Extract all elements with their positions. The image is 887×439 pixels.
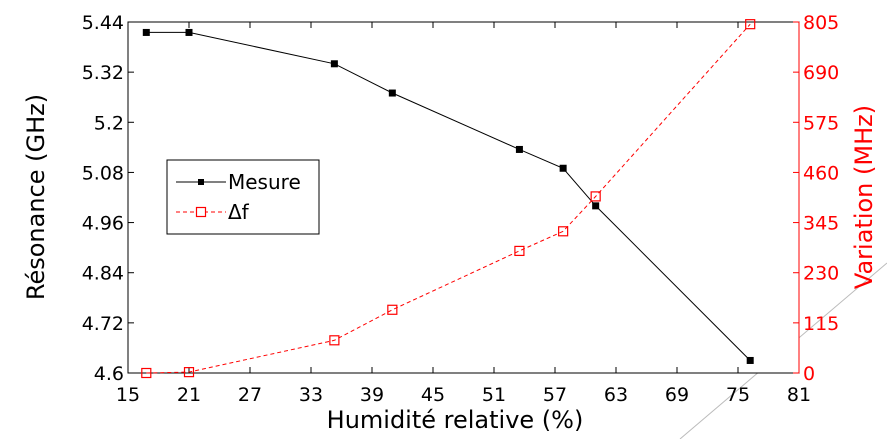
data-point xyxy=(745,19,756,30)
legend-delta-label: Δf xyxy=(228,200,250,224)
legend-delta-marker xyxy=(195,206,207,218)
y-right-tick-label: 345 xyxy=(803,213,839,235)
data-point xyxy=(329,335,340,346)
data-point xyxy=(330,60,338,68)
x-tick-label: 45 xyxy=(421,384,445,406)
y-left-tick-label: 4.84 xyxy=(82,263,124,285)
data-point xyxy=(515,145,523,153)
y-right-tick-label: 805 xyxy=(803,12,839,34)
y-right-tick-label: 460 xyxy=(803,162,839,184)
y-left-tick-label: 5.44 xyxy=(82,12,124,34)
x-tick-label: 15 xyxy=(116,384,140,406)
legend-mesure-label: Mesure xyxy=(228,170,301,194)
x-tick-label: 75 xyxy=(726,384,750,406)
legend-box xyxy=(166,159,320,235)
data-point xyxy=(141,367,152,379)
data-point xyxy=(388,89,396,97)
y-left-tick-label: 5.08 xyxy=(82,162,124,184)
x-tick-label: 33 xyxy=(299,384,323,406)
y-right-tick-label: 575 xyxy=(803,112,839,134)
x-tick-label: 63 xyxy=(604,384,628,406)
data-point xyxy=(185,28,193,36)
x-tick-label: 39 xyxy=(360,384,384,406)
legend: Mesure Δf xyxy=(166,159,320,235)
series-line-1 xyxy=(146,23,751,374)
y-left-tick-label: 5.32 xyxy=(82,62,124,84)
y-left-tick-label: 5.2 xyxy=(94,112,124,134)
y-right-tick-label: 115 xyxy=(803,313,839,335)
x-axis: 15 21 27 33 39 45 51 57 63 69 75 81 xyxy=(116,22,811,406)
legend-mesure-marker xyxy=(198,179,204,185)
y-left-tick-label: 4.96 xyxy=(82,213,124,235)
y-right-tick-label: 0 xyxy=(803,363,815,385)
data-point xyxy=(592,202,600,210)
data-point xyxy=(559,164,567,172)
data-point xyxy=(746,356,754,364)
y-axis-right: 0 115 230 345 460 575 690 805 xyxy=(793,12,839,385)
x-tick-label: 69 xyxy=(665,384,689,406)
data-point xyxy=(558,226,569,237)
y-right-tick-label: 230 xyxy=(803,263,839,285)
x-tick-label: 27 xyxy=(238,384,262,406)
x-tick-label: 81 xyxy=(787,384,811,406)
y-right-tick-label: 690 xyxy=(803,62,839,84)
x-tick-label: 57 xyxy=(543,384,567,406)
x-axis-title: Humidité relative (%) xyxy=(327,406,584,434)
data-point xyxy=(142,28,150,36)
data-point xyxy=(183,367,195,378)
y-left-tick-label: 4.6 xyxy=(94,363,124,385)
x-tick-label: 21 xyxy=(177,384,201,406)
y-axis-left-title: Résonance (GHz) xyxy=(22,94,50,300)
data-point xyxy=(590,191,601,202)
data-point xyxy=(387,304,398,315)
y-axis-left: 4.6 4.72 4.84 4.96 5.08 5.2 5.32 5.44 xyxy=(82,12,134,385)
data-point xyxy=(514,245,525,257)
y-axis-right-title: Variation (MHz) xyxy=(850,105,878,289)
x-tick-label: 51 xyxy=(482,384,506,406)
y-left-tick-label: 4.72 xyxy=(82,313,124,335)
series-line-0 xyxy=(146,31,751,361)
series-layer xyxy=(141,19,756,379)
